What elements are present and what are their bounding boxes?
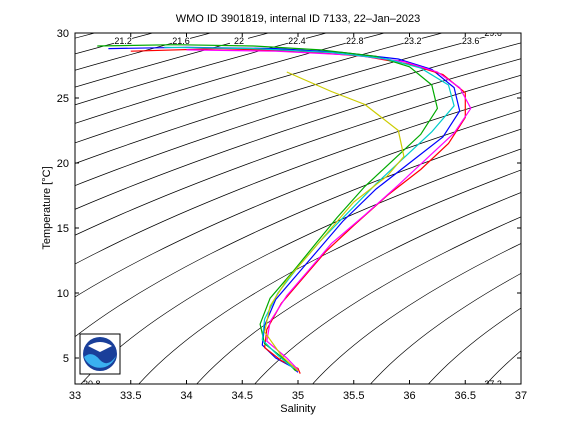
plot-area bbox=[75, 33, 521, 384]
contour-label: 22 bbox=[234, 36, 244, 46]
y-tick-label: 20 bbox=[57, 158, 69, 170]
x-tick-label: 33 bbox=[69, 390, 81, 402]
x-tick-label: 35 bbox=[292, 390, 304, 402]
x-tick-label: 34 bbox=[180, 390, 192, 402]
chart-title: WMO ID 3901819, internal ID 7133, 22–Jan… bbox=[176, 13, 421, 25]
y-tick-label: 5 bbox=[63, 353, 69, 365]
contour-label: 23.2 bbox=[404, 36, 422, 46]
y-tick-label: 10 bbox=[57, 288, 69, 300]
x-tick-label: 37 bbox=[515, 390, 527, 402]
y-axis-label: Temperature [°C] bbox=[41, 166, 53, 249]
noaa-logo bbox=[80, 334, 120, 374]
contour-label: 22.4 bbox=[288, 36, 306, 46]
isopycnal bbox=[533, 20, 576, 397]
contour-label: 22.8 bbox=[346, 36, 364, 46]
contour-label: 23.6 bbox=[462, 36, 480, 46]
x-tick-label: 36 bbox=[403, 390, 415, 402]
contour-label: 21.2 bbox=[114, 36, 132, 46]
y-tick-label: 30 bbox=[57, 28, 69, 40]
x-tick-label: 34.5 bbox=[232, 390, 253, 402]
x-tick-label: 33.5 bbox=[120, 390, 141, 402]
x-tick-label: 36.5 bbox=[455, 390, 476, 402]
x-tick-label: 35.5 bbox=[343, 390, 364, 402]
y-tick-label: 15 bbox=[57, 223, 69, 235]
x-axis-label: Salinity bbox=[280, 403, 316, 415]
y-tick-label: 25 bbox=[57, 93, 69, 105]
